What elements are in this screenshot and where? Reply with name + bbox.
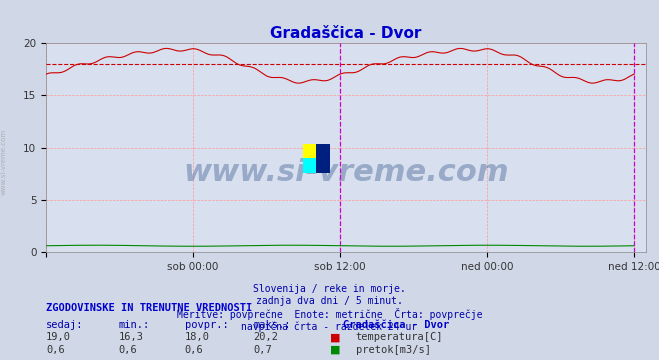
Text: 0,6: 0,6 [46, 345, 65, 355]
Text: sedaj:: sedaj: [46, 320, 84, 330]
Text: www.si-vreme.com: www.si-vreme.com [0, 129, 7, 195]
Text: povpr.:: povpr.: [185, 320, 228, 330]
Text: pretok[m3/s]: pretok[m3/s] [356, 345, 431, 355]
Text: 0,7: 0,7 [254, 345, 272, 355]
Text: temperatura[C]: temperatura[C] [356, 332, 444, 342]
Text: Slovenija / reke in morje.
zadnja dva dni / 5 minut.
Meritve: povprečne  Enote: : Slovenija / reke in morje. zadnja dva dn… [177, 284, 482, 332]
Bar [303, 158, 316, 173]
Text: 18,0: 18,0 [185, 332, 210, 342]
Text: min.:: min.: [119, 320, 150, 330]
Text: 20,2: 20,2 [254, 332, 279, 342]
Text: 16,3: 16,3 [119, 332, 144, 342]
Title: Gradaščica - Dvor: Gradaščica - Dvor [270, 26, 422, 41]
Text: ■: ■ [330, 345, 340, 355]
Text: maks.:: maks.: [254, 320, 291, 330]
Text: ZGODOVINSKE IN TRENUTNE VREDNOSTI: ZGODOVINSKE IN TRENUTNE VREDNOSTI [46, 303, 252, 314]
Bar [316, 144, 330, 173]
Text: 0,6: 0,6 [119, 345, 137, 355]
Text: 0,6: 0,6 [185, 345, 203, 355]
Text: 19,0: 19,0 [46, 332, 71, 342]
Text: www.si-vreme.com: www.si-vreme.com [183, 158, 509, 187]
Bar [303, 144, 316, 158]
Text: ■: ■ [330, 332, 340, 342]
Text: Gradaščica - Dvor: Gradaščica - Dvor [343, 320, 449, 330]
